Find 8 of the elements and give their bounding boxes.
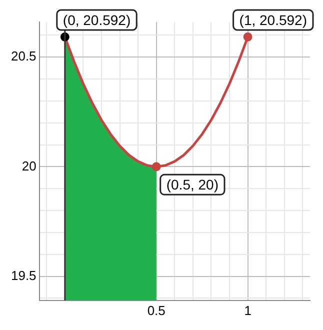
y-tick-label: 20 bbox=[22, 158, 36, 174]
annotation: (1, 20.592) bbox=[239, 12, 308, 28]
y-tick-label: 20.5 bbox=[10, 48, 36, 64]
x-tick-label: 0.5 bbox=[147, 302, 166, 318]
annotation: (0, 20.592) bbox=[62, 12, 131, 28]
annotation: (0.5, 20) bbox=[166, 176, 218, 193]
x-tick-label: 1 bbox=[244, 302, 252, 318]
y-tick-label: 19.5 bbox=[10, 268, 36, 283]
